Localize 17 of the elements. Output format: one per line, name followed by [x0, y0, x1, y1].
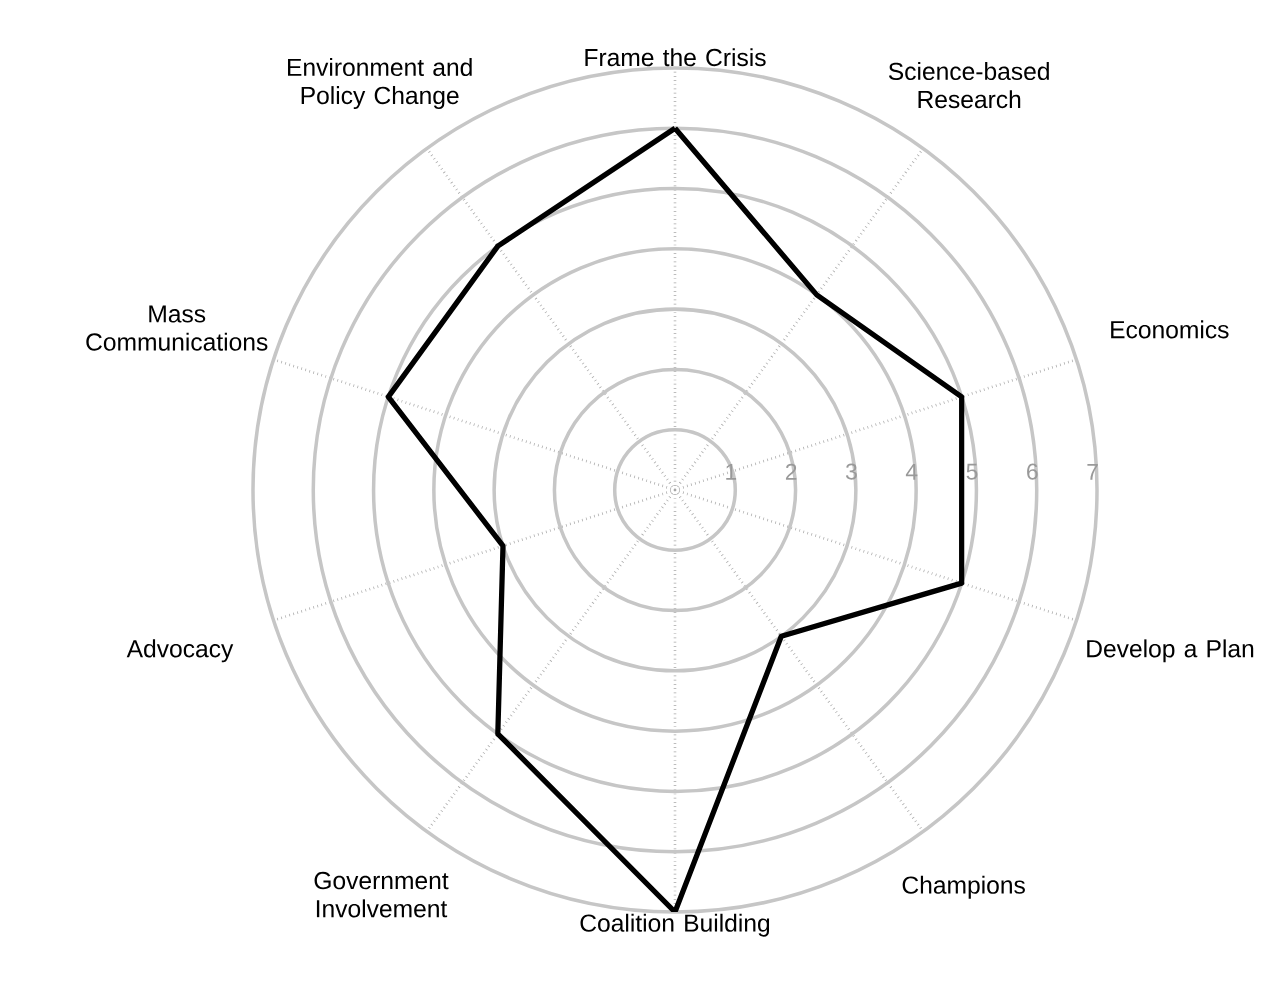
y-tick-label: 6 — [1027, 463, 1038, 480]
spoke-label: Frame the Crisis — [585, 48, 766, 67]
y-tick-label: 3 — [845, 463, 857, 480]
y-tick-label: 2 — [785, 463, 797, 480]
spoke-label: Environment and Policy Change — [288, 57, 472, 110]
spoke-label: Coalition Building — [580, 913, 770, 937]
spoke-label: Science-based Research — [888, 62, 1049, 109]
spoke-label: Champions — [902, 875, 1025, 899]
spoke-label: Advocacy — [126, 639, 234, 663]
y-tick-label: 5 — [966, 463, 978, 480]
spoke-label: Develop a Plan — [1087, 639, 1254, 663]
y-tick-label: 4 — [905, 463, 918, 480]
y-tick-label: 7 — [1087, 463, 1098, 480]
spoke-label: Government Involvement — [314, 871, 449, 918]
spoke-label: Mass Communications — [86, 305, 268, 351]
y-tick-label: 1 — [726, 463, 737, 480]
spoke-label: Economics — [1111, 320, 1229, 339]
